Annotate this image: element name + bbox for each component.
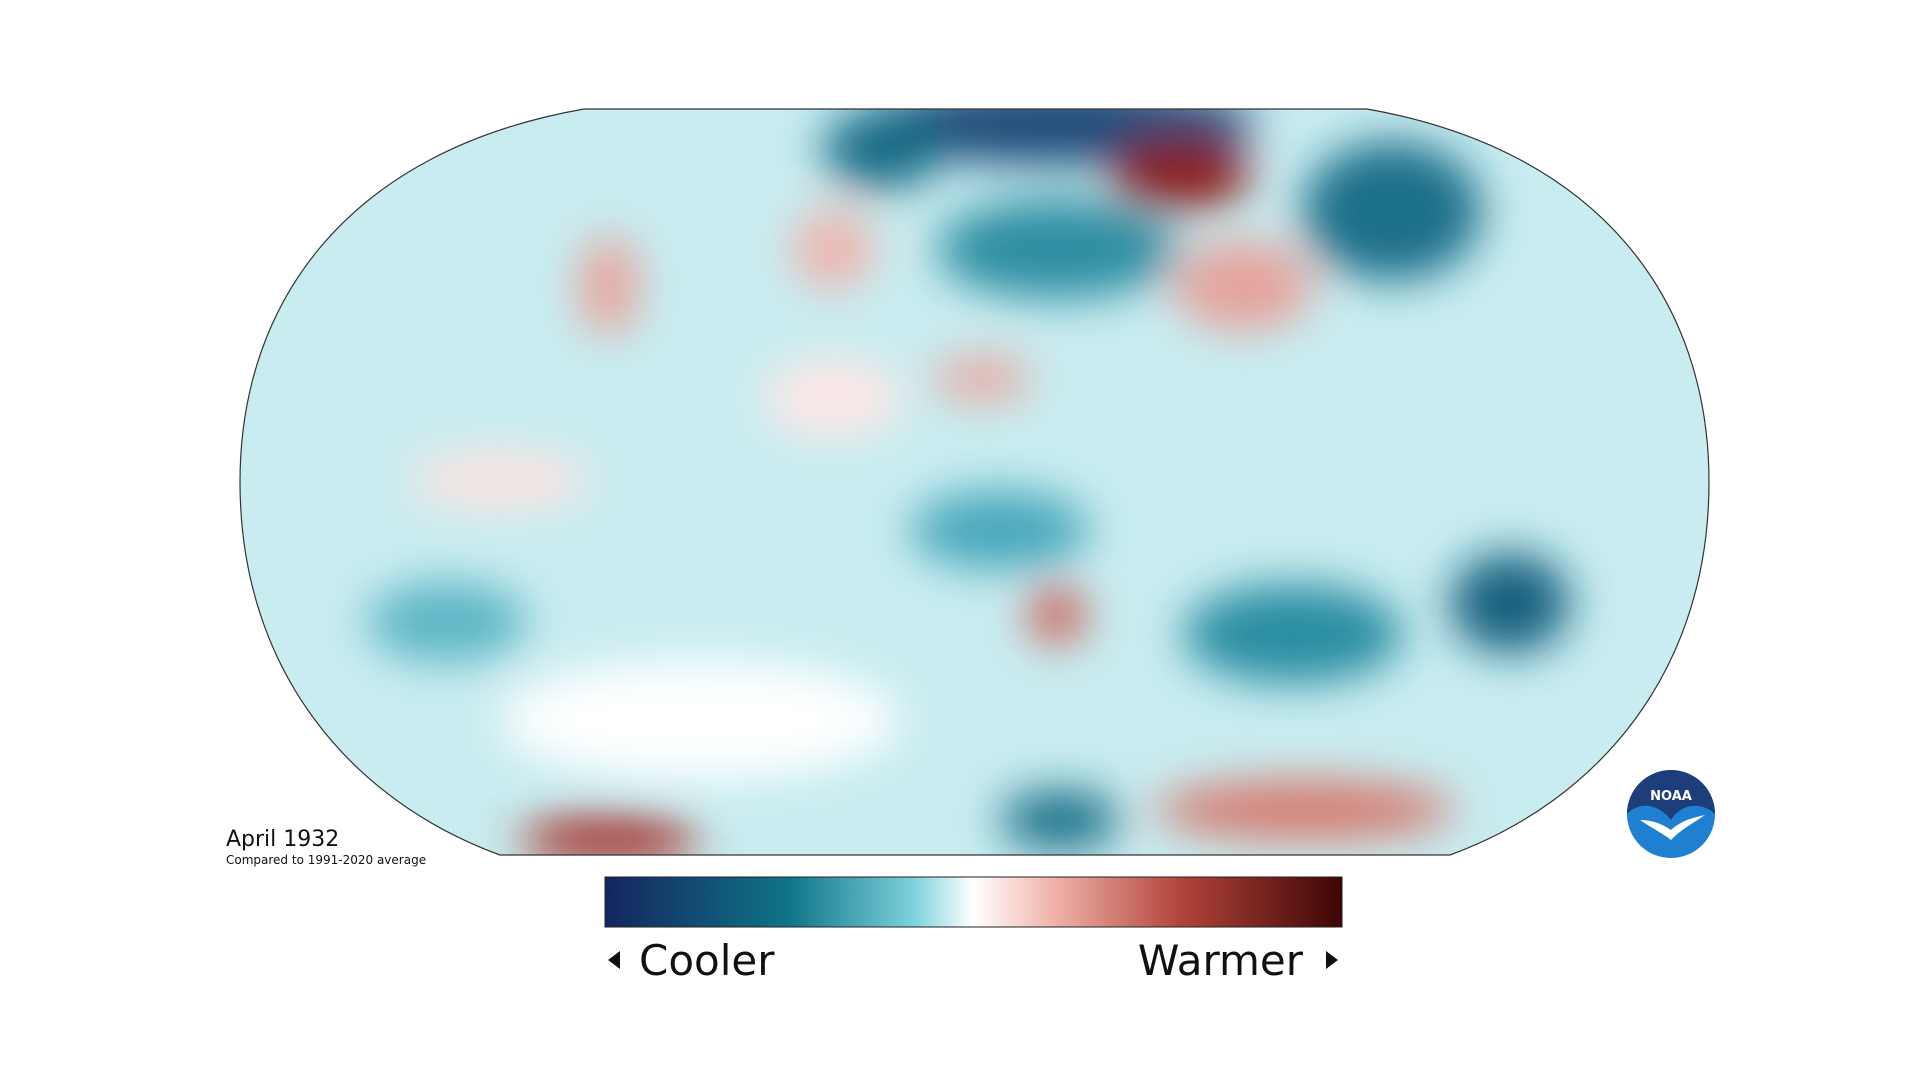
map-outline <box>239 108 1710 856</box>
legend-low: Cooler <box>639 936 775 985</box>
arrow-right <box>1326 951 1338 969</box>
color-scale <box>604 876 1343 928</box>
map-title: April 1932 <box>226 827 339 852</box>
logo-text: NOAA <box>1650 789 1692 804</box>
map-subtitle: Compared to 1991-2020 average <box>226 853 426 867</box>
anomaly-field <box>367 109 1570 855</box>
legend-high: Warmer <box>1138 936 1304 985</box>
noaa-logo: NOAA <box>1627 770 1715 858</box>
arrow-left <box>608 951 620 969</box>
anomaly-map <box>240 109 1709 855</box>
